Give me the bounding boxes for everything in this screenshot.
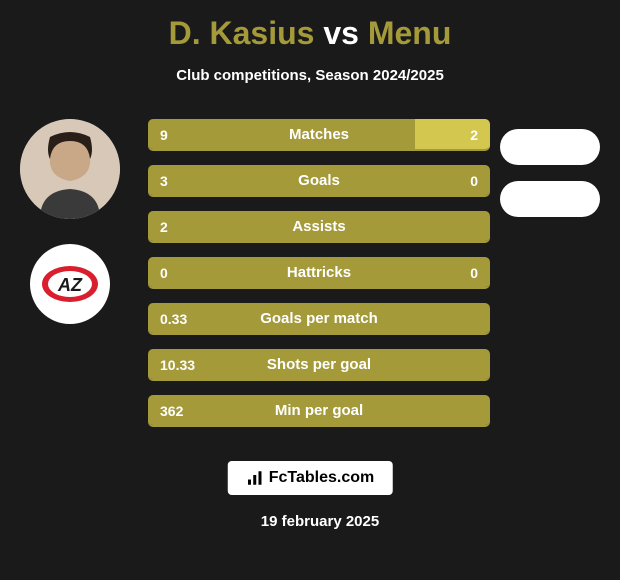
stat-row: 3Goals0 [148,165,490,197]
stats-area: AZ 9Matches23Goals02Assists0Hattricks00.… [10,119,610,459]
stat-label: Shots per goal [148,349,490,381]
footer-date: 19 february 2025 [10,513,620,530]
subtitle: Club competitions, Season 2024/2025 [10,67,610,84]
stat-label: Goals per match [148,303,490,335]
stat-label: Hattricks [148,257,490,289]
vs-text: vs [323,15,359,51]
player-b-club-placeholder [500,181,600,217]
person-icon [20,119,120,219]
stat-row: 362Min per goal [148,395,490,427]
stat-label: Matches [148,119,490,151]
stat-row: 9Matches2 [148,119,490,151]
stat-value-right: 0 [470,165,478,197]
stat-row: 0.33Goals per match [148,303,490,335]
player-a-club-badge: AZ [30,244,110,324]
stat-label: Assists [148,211,490,243]
player-b-avatar-placeholder [500,129,600,165]
stat-row: 0Hattricks0 [148,257,490,289]
comparison-title: D. Kasius vs Menu [10,15,610,52]
stat-label: Goals [148,165,490,197]
brand-text: FcTables.com [269,469,375,487]
brand-badge: FcTables.com [228,461,393,495]
az-club-icon: AZ [40,264,100,304]
stat-value-right: 2 [470,119,478,151]
stat-bars: 9Matches23Goals02Assists0Hattricks00.33G… [148,119,490,441]
player-b-name: Menu [368,15,452,51]
stat-value-right: 0 [470,257,478,289]
left-avatars: AZ [10,119,130,324]
svg-text:AZ: AZ [57,275,83,295]
chart-icon [246,469,264,487]
stat-label: Min per goal [148,395,490,427]
player-a-avatar [20,119,120,219]
player-a-name: D. Kasius [169,15,315,51]
right-avatars [490,129,610,233]
stat-row: 10.33Shots per goal [148,349,490,381]
stat-row: 2Assists [148,211,490,243]
